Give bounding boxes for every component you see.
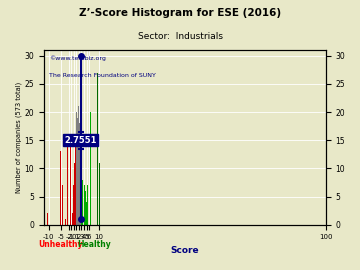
Bar [62,185,63,225]
Bar [81,174,82,225]
Text: Healthy: Healthy [78,240,112,249]
Bar [86,185,87,225]
Bar [84,185,85,225]
Bar [80,146,81,225]
Bar [82,180,83,225]
Bar [82,197,84,225]
Bar [76,134,77,225]
Bar [65,219,66,225]
Bar [67,146,68,225]
Bar [76,112,77,225]
Bar [81,151,82,225]
Text: Unhealthy: Unhealthy [38,240,82,249]
Bar [73,185,75,225]
Bar [47,214,48,225]
Bar [70,146,71,225]
Bar [72,214,73,225]
Bar [75,151,76,225]
Bar [87,214,89,225]
Bar [87,185,88,225]
Text: The Research Foundation of SUNY: The Research Foundation of SUNY [49,73,156,78]
Bar [77,101,78,225]
Text: Z’-Score Histogram for ESE (2016): Z’-Score Histogram for ESE (2016) [79,8,281,18]
Text: ©www.textbiz.org: ©www.textbiz.org [49,55,106,61]
Bar [78,106,79,225]
X-axis label: Score: Score [170,246,199,255]
Text: Sector:  Industrials: Sector: Industrials [138,32,222,41]
Text: 2.7551: 2.7551 [64,136,97,145]
Bar [78,67,80,225]
Bar [97,73,98,225]
Bar [77,118,78,225]
Bar [90,112,91,225]
Bar [99,163,100,225]
Y-axis label: Number of companies (573 total): Number of companies (573 total) [15,82,22,193]
Bar [85,191,86,225]
Bar [74,163,75,225]
Bar [79,123,80,225]
Bar [84,191,85,225]
Bar [86,202,87,225]
